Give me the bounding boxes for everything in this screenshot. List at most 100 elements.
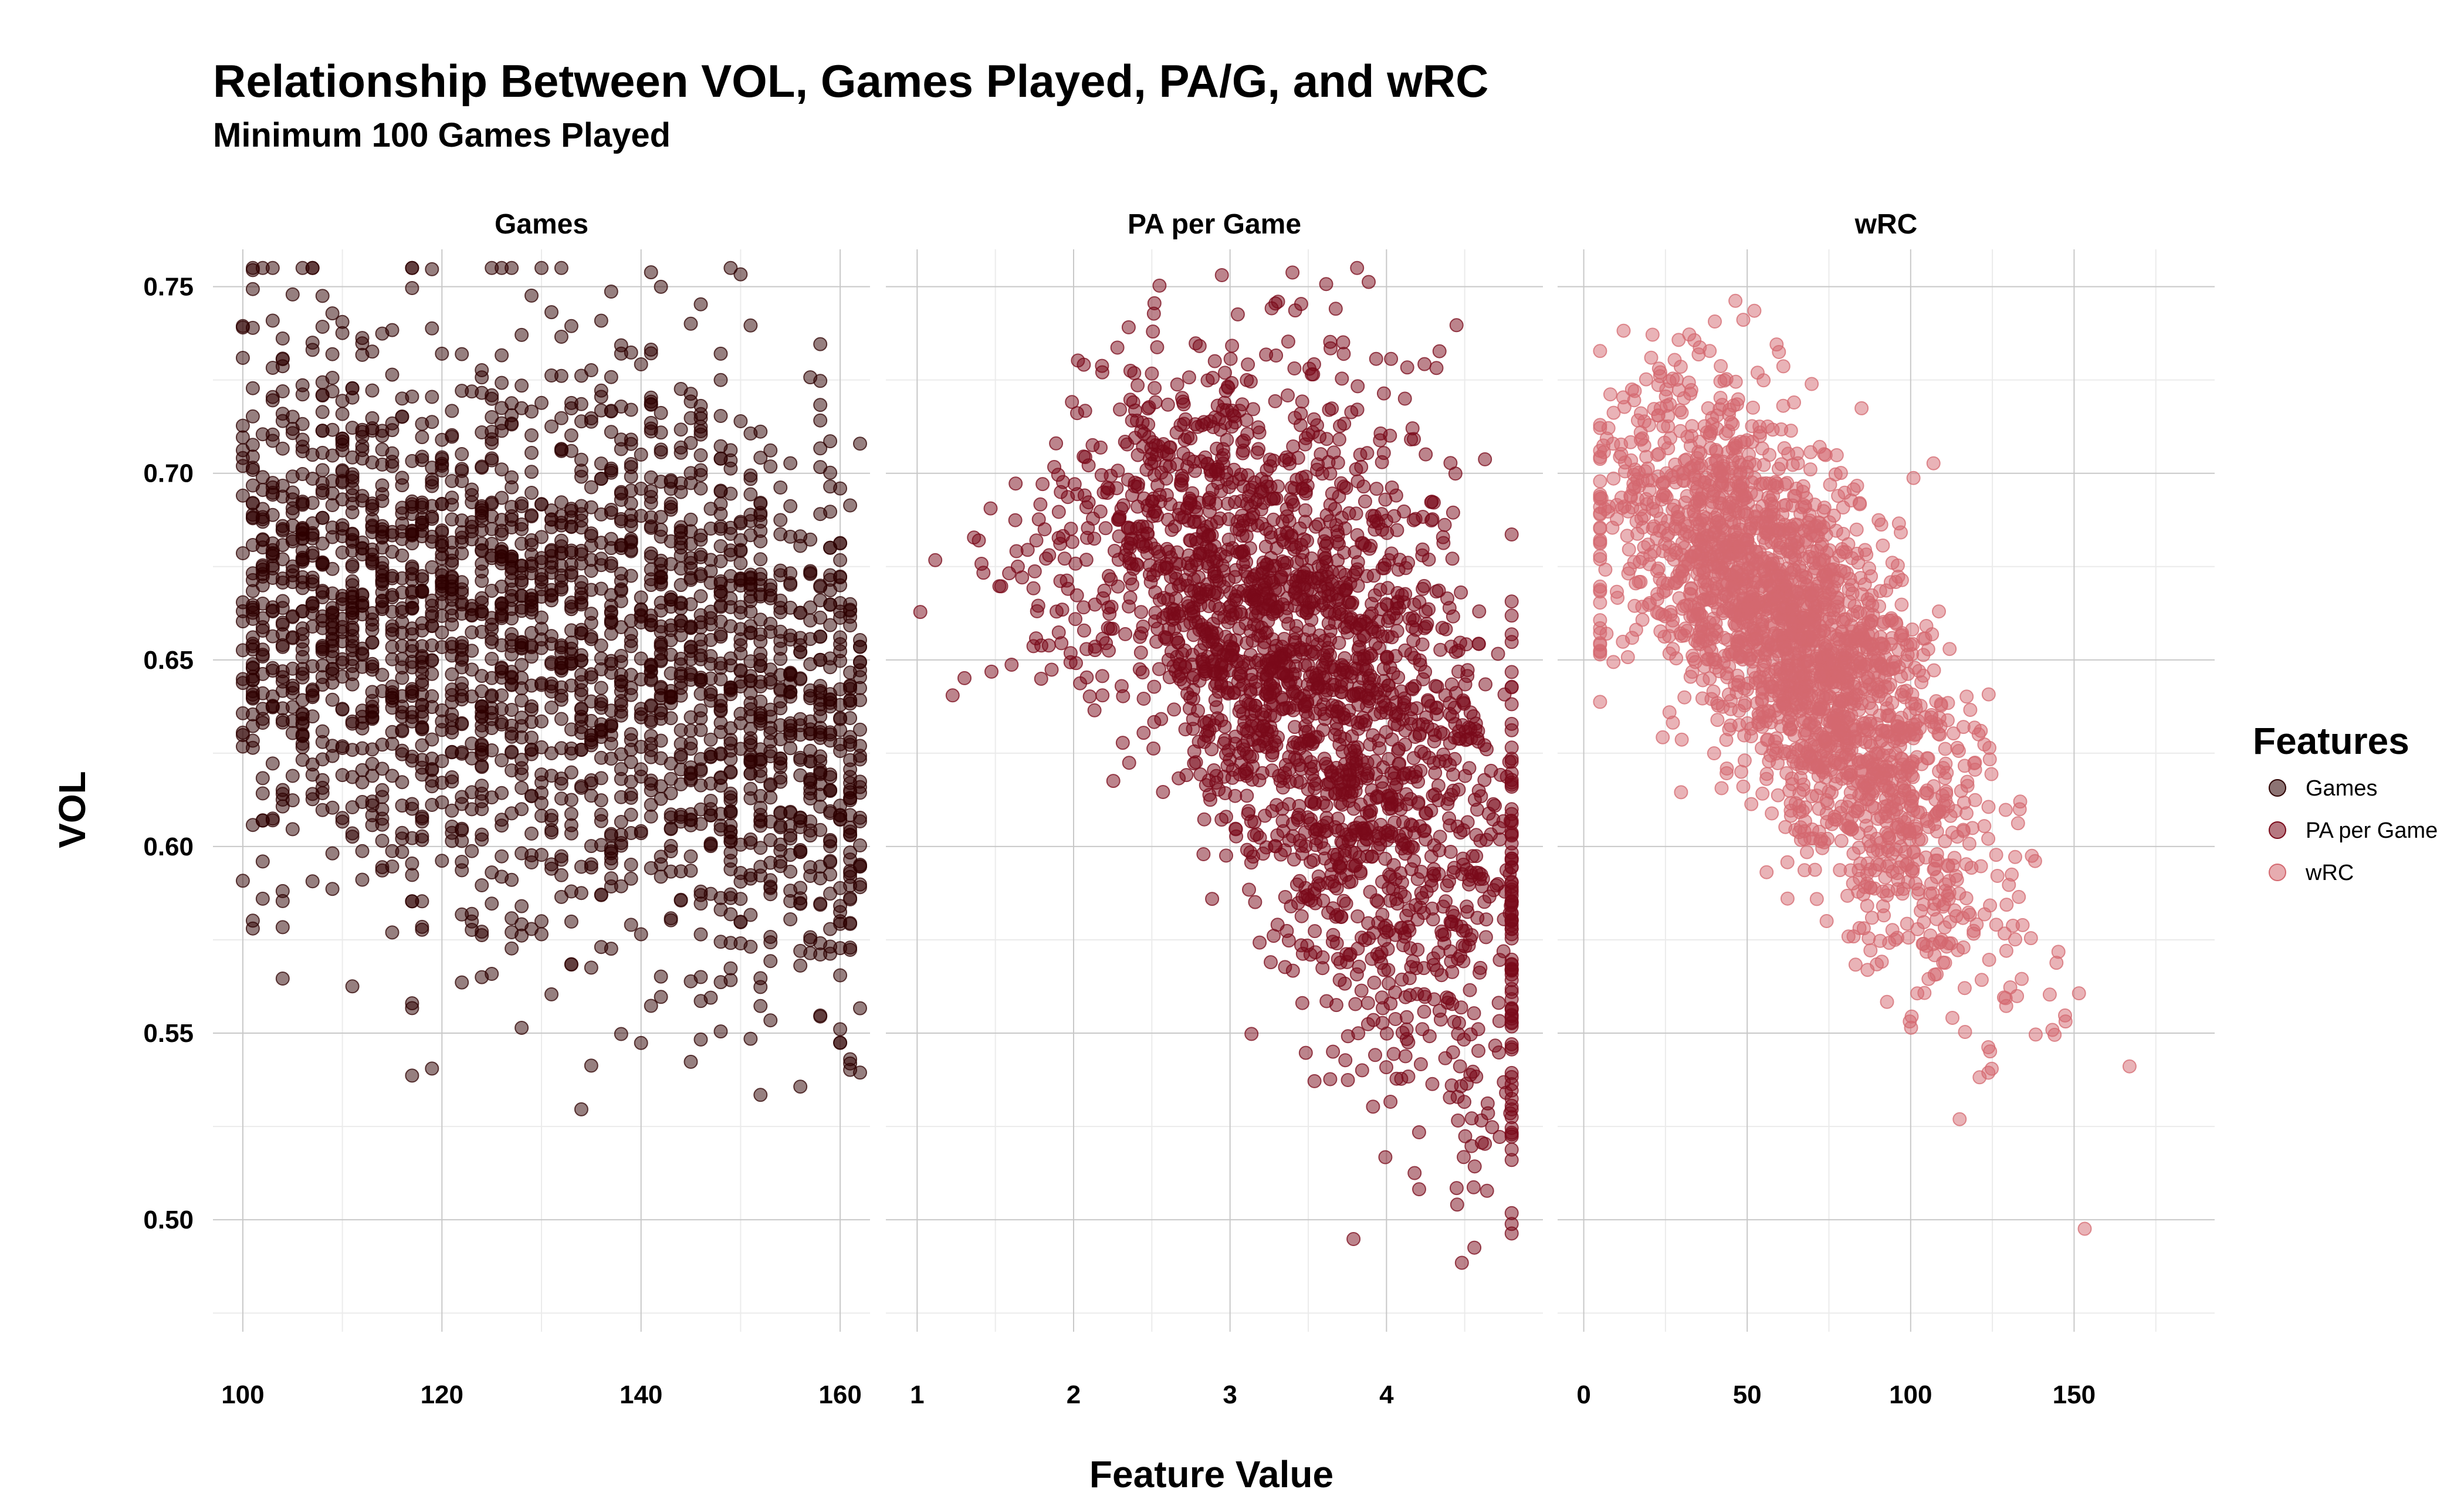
scatter-point [1203,464,1218,479]
scatter-point [1442,874,1456,889]
scatter-point [395,409,409,424]
scatter-point [945,688,960,703]
scatter-point [395,747,409,761]
scatter-point [1463,932,1477,946]
scatter-point [1027,564,1042,578]
scatter-point [1221,480,1236,495]
scatter-point [1274,570,1288,585]
scatter-point [1281,334,1295,349]
scatter-point [245,719,260,733]
scatter-point [713,409,728,423]
scatter-point [1225,339,1240,353]
scatter-point [1122,551,1137,566]
scatter-point [743,654,758,669]
scatter-point [654,969,668,984]
scatter-point [1376,386,1391,401]
scatter-point [634,1035,648,1050]
scatter-point [345,979,360,994]
scatter-point [515,499,529,513]
scatter-point [1426,788,1440,803]
scatter-point [265,434,280,448]
scatter-point [634,762,648,777]
scatter-point [325,486,340,501]
scatter-point [1491,647,1505,661]
scatter-point [753,451,768,465]
scatter-point [1335,685,1349,699]
scatter-point [1348,997,1363,1011]
scatter-point [1197,715,1212,730]
scatter-point [624,857,638,872]
scatter-point [803,722,818,737]
scatter-point [245,584,260,598]
scatter-point [793,958,808,973]
scatter-point [1504,665,1519,679]
scatter-point [853,774,867,789]
scatter-point [743,487,758,502]
scatter-point [1375,455,1389,469]
scatter-point [275,414,290,428]
scatter-point [305,659,320,673]
scatter-point [1264,662,1278,677]
scatter-point [524,730,539,745]
scatter-point [265,699,280,713]
scatter-point [1216,564,1231,578]
scatter-point [1398,723,1413,738]
scatter-point [1429,361,1444,375]
scatter-point [1216,647,1231,662]
scatter-points [1593,293,2137,1236]
scatter-point [465,736,479,751]
scatter-point [1240,496,1254,511]
scatter-point [1237,764,1252,779]
scatter-point [813,947,828,962]
scatter-point [624,790,638,805]
scatter-point [733,936,748,950]
scatter-point [485,391,499,406]
scatter-point [1287,361,1302,375]
scatter-point [375,442,390,457]
scatter-point [673,750,688,764]
scatter-point [1253,830,1267,845]
scatter-point [1318,539,1333,553]
scatter-point [763,954,778,969]
scatter-point [1453,1059,1467,1074]
scatter-point [275,670,290,685]
scatter-point [385,925,400,940]
scatter-point [395,391,409,406]
scatter-point [1245,749,1260,764]
scatter-point [813,684,828,698]
scatter-point [355,872,370,887]
scatter-point [505,941,519,956]
scatter-point [664,557,678,571]
scatter-point [395,585,409,600]
scatter-point [355,429,370,444]
scatter-point [753,612,768,627]
scatter-point [1407,679,1422,693]
scatter-point [673,422,688,437]
scatter-point [345,381,360,395]
scatter-point [1077,600,1091,615]
scatter-point [554,868,568,882]
scatter-point [723,486,738,501]
scatter-point [1131,378,1145,392]
scatter-point [265,313,280,328]
scatter-point [1298,1045,1313,1060]
scatter-point [515,899,529,913]
scatter-point [823,618,838,632]
scatter-point [624,742,638,757]
scatter-point [1240,788,1254,803]
scatter-point [1433,725,1448,740]
scatter-point [1308,706,1322,721]
scatter-point [1455,718,1470,733]
scatter-point [455,823,469,838]
scatter-point [1375,908,1390,922]
scatter-point [673,523,688,538]
scatter-point [1395,921,1409,935]
scatter-point [485,652,499,666]
scatter-point [1504,1008,1519,1022]
scatter-point [723,461,738,476]
scatter-point [594,681,608,695]
scatter-point [415,753,429,767]
scatter-point [345,826,360,841]
scatter-point [1332,602,1347,617]
